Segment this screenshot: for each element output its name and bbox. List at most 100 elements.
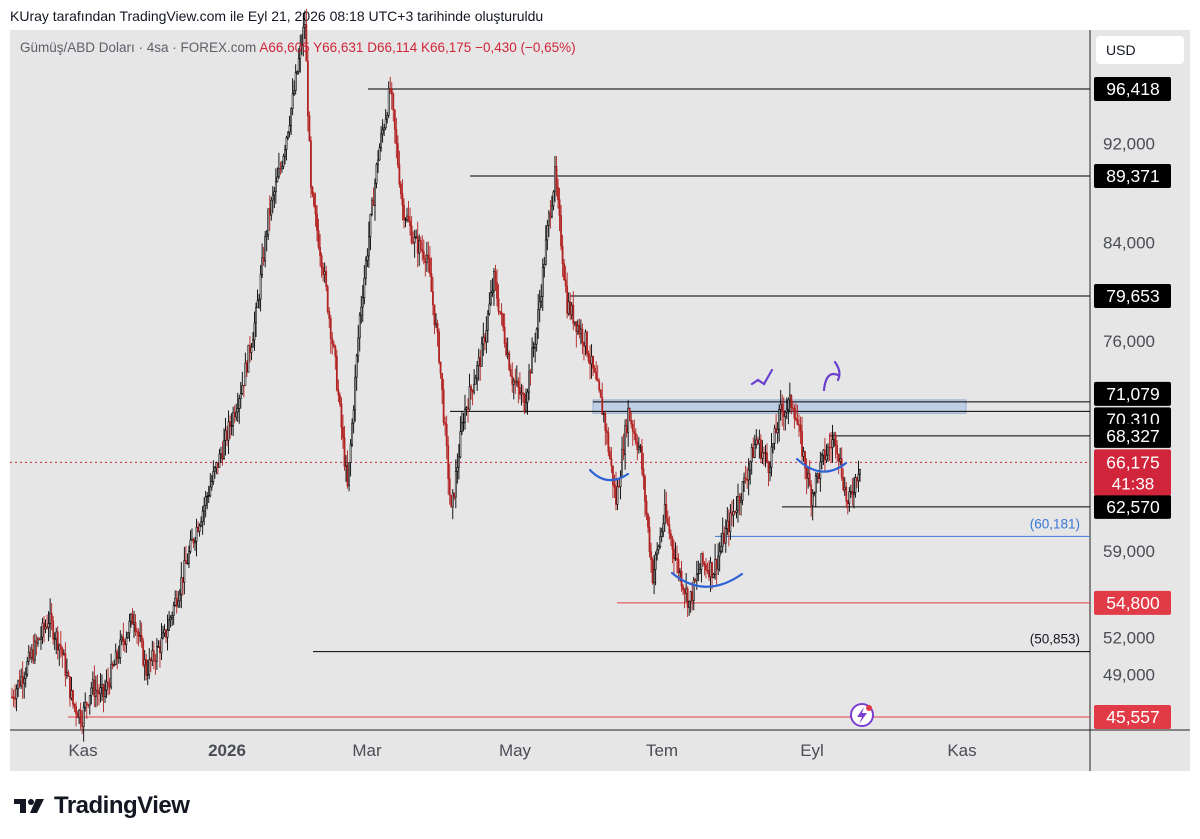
candle-body (827, 446, 829, 456)
candle-body (490, 292, 492, 305)
candle-body (392, 93, 395, 111)
price-badge (1094, 494, 1171, 519)
candle-body (198, 525, 201, 532)
candle-body (186, 562, 189, 565)
candle-body (374, 182, 376, 206)
bar-countdown-label: 41:38 (1112, 474, 1155, 493)
candle-body (366, 255, 369, 261)
candle-body (686, 588, 689, 608)
candle-body (459, 431, 462, 458)
candle-body (93, 679, 96, 697)
candle-body (788, 395, 791, 401)
candle-body (250, 346, 253, 353)
candle-body (813, 492, 816, 494)
candle-body (230, 425, 233, 427)
candle-body (801, 431, 803, 457)
candle-body (369, 213, 372, 238)
price-badge (1094, 705, 1171, 729)
candle-body (502, 313, 505, 328)
candle-body (834, 434, 837, 446)
candle-body (645, 500, 648, 515)
candle-body (201, 510, 204, 522)
candle-body (265, 234, 268, 237)
candle-body (194, 540, 196, 544)
candle-body (371, 199, 373, 215)
candle-body (782, 410, 785, 417)
candle-body (804, 451, 806, 469)
candle-body (770, 446, 773, 468)
currency-selector[interactable]: USD (1096, 36, 1184, 64)
candle-body (688, 600, 691, 608)
candle-body (428, 258, 431, 274)
price-badge (1094, 284, 1171, 309)
candle-body (544, 239, 547, 265)
candle-body (461, 422, 463, 432)
candle-body (531, 347, 533, 374)
candle-body (297, 58, 300, 72)
candle-body (799, 424, 802, 432)
candle-body (311, 186, 314, 195)
candle-body (232, 412, 235, 427)
candle-body (743, 477, 745, 483)
candle-body (654, 554, 657, 570)
candle-body (763, 452, 765, 454)
candle-body (212, 471, 215, 482)
candle-body (120, 636, 123, 641)
candle-body (29, 651, 32, 658)
candle-body (23, 678, 26, 684)
ohlc-low: D66,114 (367, 40, 418, 55)
candle-body (320, 255, 323, 268)
candle-body (27, 651, 30, 662)
candle-body (621, 449, 623, 478)
candle-body (206, 495, 209, 498)
candle-body (497, 298, 500, 312)
candle-body (668, 524, 671, 534)
price-badge-label: 96,418 (1106, 79, 1160, 99)
candle-body (729, 512, 732, 533)
candle-body (669, 533, 672, 539)
candle-body (70, 690, 73, 699)
candle-body (322, 267, 325, 275)
candle-body (616, 486, 619, 505)
purple-mark-drawing (750, 368, 774, 386)
candle-body (56, 631, 59, 651)
candle-body (157, 646, 160, 648)
price-badge (1094, 381, 1171, 406)
candle-body (433, 304, 436, 326)
candle-body (627, 408, 630, 433)
tradingview-wordmark: TradingView (54, 792, 190, 819)
candle-body (671, 537, 674, 550)
candle-body (436, 323, 439, 333)
candle-body (709, 562, 712, 578)
candle-body (154, 659, 157, 662)
candle-body (528, 371, 530, 393)
candle-body (776, 428, 779, 434)
x-tick-label: Mar (352, 741, 382, 760)
candle-body (361, 297, 364, 308)
candle-body (503, 326, 506, 344)
candle-body (702, 553, 704, 564)
candle-body (47, 623, 50, 628)
candle-body (421, 249, 424, 252)
tradingview-logo[interactable]: TradingView (12, 792, 190, 820)
candle-body (462, 421, 465, 424)
candle-body (567, 301, 570, 314)
candle-body (168, 619, 170, 631)
candle-body (457, 456, 460, 468)
candle-body (483, 336, 486, 343)
candle-body (15, 688, 18, 699)
candle-body (746, 479, 749, 481)
candle-body (165, 629, 167, 638)
candle-body (400, 183, 402, 195)
candle-body (726, 520, 729, 529)
candle-body (471, 389, 474, 393)
candle-body (276, 176, 279, 183)
candle-body (712, 574, 715, 578)
candle-body (836, 444, 839, 455)
candle-body (660, 531, 663, 537)
candle-body (78, 709, 81, 719)
candle-body (413, 237, 416, 243)
candle-body (640, 445, 643, 470)
y-tick-label: 76,000 (1103, 332, 1155, 351)
candle-body (473, 383, 476, 393)
